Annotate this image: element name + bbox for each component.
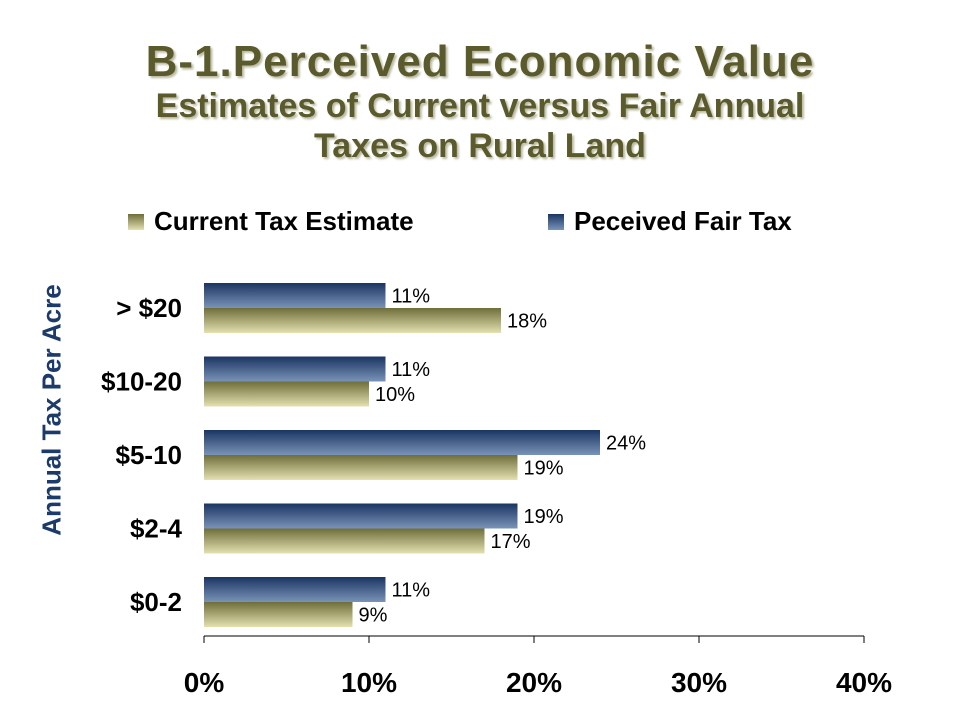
data-label-fair: 11% xyxy=(392,359,431,381)
category-label: $5-10 xyxy=(116,440,183,470)
bar-fair xyxy=(204,356,386,382)
data-label-current: 10% xyxy=(375,384,415,406)
x-axis: 0% 10% 20% 30% 40% xyxy=(184,635,892,698)
x-tick-label: 20% xyxy=(506,667,562,698)
legend-swatch-fair xyxy=(548,213,564,230)
legend-item-fair: Peceived Fair Tax xyxy=(548,206,792,237)
bar-current xyxy=(204,381,369,407)
bar-fair xyxy=(204,577,386,602)
legend: Current Tax Estimate Peceived Fair Tax xyxy=(0,206,960,242)
chart-subtitle-line2: Taxes on Rural Land xyxy=(314,127,646,165)
category-label: > $20 xyxy=(116,293,182,323)
data-label-current: 19% xyxy=(524,458,564,480)
data-label-fair: 24% xyxy=(606,433,646,455)
bar-fair xyxy=(204,503,518,529)
bar-current xyxy=(204,455,518,480)
category-label: $2-4 xyxy=(130,514,183,544)
x-tick-label: 30% xyxy=(671,667,727,698)
bar-current xyxy=(204,602,353,627)
bar-current xyxy=(204,308,501,333)
legend-swatch-current xyxy=(128,213,144,230)
x-tick-label: 0% xyxy=(184,667,225,698)
legend-label-current: Current Tax Estimate xyxy=(154,206,414,236)
bar-fair xyxy=(204,430,600,455)
bars-layer: > $20 11% 18% $10-20 11% 10% $5-10 24% 19% $2-4 19… xyxy=(101,283,646,627)
category-label: $0-2 xyxy=(130,587,182,617)
legend-label-fair: Peceived Fair Tax xyxy=(574,206,792,236)
data-label-current: 9% xyxy=(359,605,388,627)
data-label-fair: 11% xyxy=(392,286,431,308)
category-label: $10-20 xyxy=(101,367,182,397)
chart-title: B-1.Perceived Economic Value xyxy=(145,37,815,86)
x-tick-label: 10% xyxy=(341,667,397,698)
legend-item-current: Current Tax Estimate xyxy=(128,206,414,237)
x-tick-label: 40% xyxy=(836,667,892,698)
data-label-fair: 19% xyxy=(524,506,564,528)
bar-current xyxy=(204,528,485,554)
data-label-current: 18% xyxy=(507,311,547,333)
bar-fair xyxy=(204,283,386,308)
title-block: B-1.Perceived Economic Value Estimates o… xyxy=(0,38,960,166)
data-label-current: 17% xyxy=(491,531,531,553)
data-label-fair: 11% xyxy=(392,580,431,602)
chart-subtitle-line1: Estimates of Current versus Fair Annual xyxy=(155,87,805,125)
